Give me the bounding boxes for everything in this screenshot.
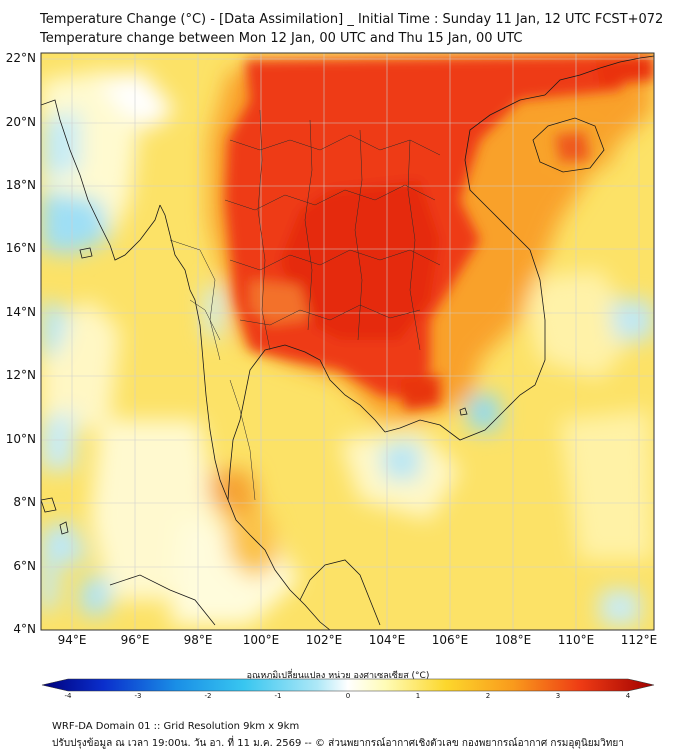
lon-label: 110°E <box>557 633 595 647</box>
lon-label: 108°E <box>494 633 532 647</box>
colorbar-tick: 3 <box>555 692 561 700</box>
lon-label: 96°E <box>120 633 150 647</box>
colorbar <box>41 678 655 692</box>
colorbar-tick: 0 <box>345 692 351 700</box>
lat-label: 6°N <box>13 559 36 573</box>
lat-label: 18°N <box>5 178 36 192</box>
temperature-field <box>41 53 654 630</box>
lon-label: 94°E <box>57 633 87 647</box>
colorbar-tick: -1 <box>274 692 282 700</box>
lat-lon-grid <box>41 53 654 630</box>
temperature-change-map <box>40 52 655 631</box>
map-title: Temperature Change (°C) - [Data Assimila… <box>40 12 664 27</box>
lat-label: 16°N <box>5 241 36 255</box>
lat-label: 22°N <box>5 51 36 65</box>
lon-label: 100°E <box>242 633 280 647</box>
lon-label: 104°E <box>368 633 406 647</box>
colorbar-tick: -2 <box>204 692 212 700</box>
lat-label: 14°N <box>5 305 36 319</box>
lat-label: 4°N <box>13 622 36 636</box>
map-subtitle: Temperature change between Mon 12 Jan, 0… <box>40 31 523 46</box>
update-credit: ปรับปรุงข้อมูล ณ เวลา 19:00น. วัน อา. ที… <box>52 738 624 749</box>
map-frame <box>40 52 655 631</box>
colorbar-tick: 2 <box>485 692 491 700</box>
lat-label: 20°N <box>5 115 36 129</box>
colorbar-label: อุณหภูมิเปลี่ยนแปลง หน่วย องศาเซลเซียส (… <box>246 671 430 681</box>
lat-label: 8°N <box>13 495 36 509</box>
coastlines <box>41 55 654 630</box>
lat-label: 12°N <box>5 368 36 382</box>
colorbar-tick: -3 <box>134 692 142 700</box>
lon-label: 112°E <box>620 633 658 647</box>
model-info: WRF-DA Domain 01 :: Grid Resolution 9km … <box>52 721 300 732</box>
lon-label: 98°E <box>183 633 213 647</box>
colorbar-tick: 1 <box>415 692 421 700</box>
colorbar-tick: -4 <box>64 692 72 700</box>
lon-label: 102°E <box>305 633 343 647</box>
internal-borders <box>169 109 441 501</box>
lon-label: 106°E <box>431 633 469 647</box>
lat-label: 10°N <box>5 432 36 446</box>
colorbar-tick: 4 <box>625 692 631 700</box>
